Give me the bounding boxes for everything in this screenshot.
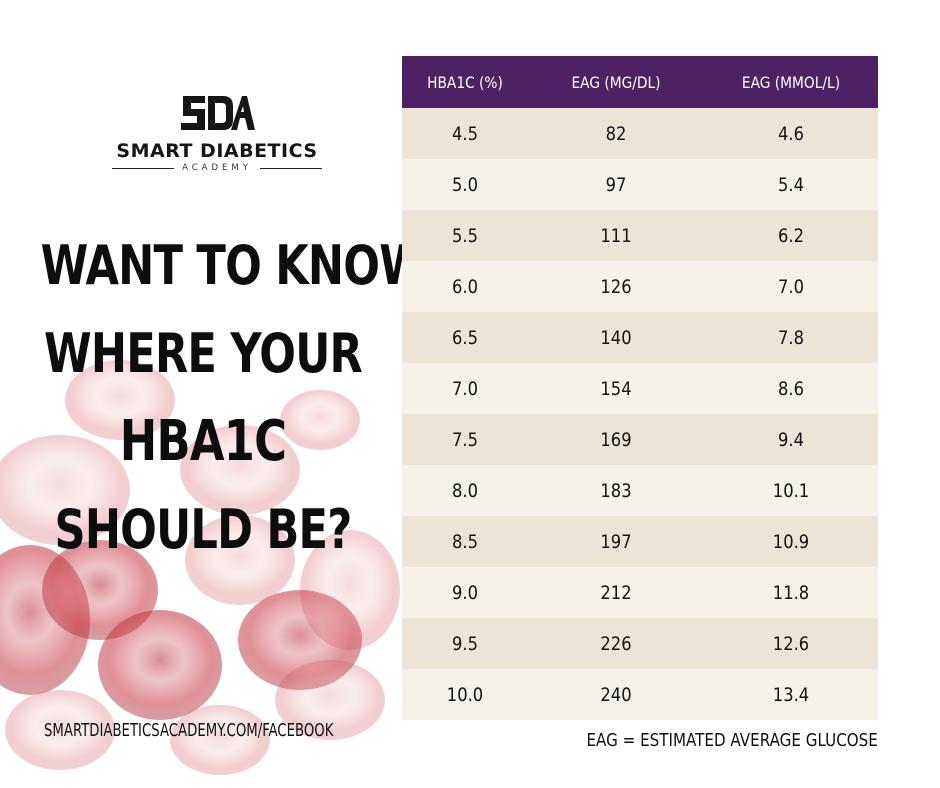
blood-cell-image bbox=[170, 705, 270, 775]
cell-eag-mmol: 10.9 bbox=[772, 530, 810, 553]
table-row: 8.0 183 10.1 bbox=[402, 465, 878, 516]
cell-hba1c: 6.0 bbox=[452, 275, 478, 298]
cell-eag-mmol: 6.2 bbox=[778, 224, 804, 247]
cell-eag-mmol: 12.6 bbox=[772, 632, 810, 655]
cell-eag-mgdl: 126 bbox=[600, 275, 632, 298]
blood-cell-image bbox=[280, 390, 360, 450]
brand-logo: SMART DIABETICS ACADEMY bbox=[112, 92, 323, 173]
cell-eag-mgdl: 240 bbox=[600, 683, 632, 706]
cell-hba1c: 8.5 bbox=[452, 530, 478, 553]
cell-hba1c: 5.0 bbox=[452, 173, 478, 196]
cell-hba1c: 6.5 bbox=[452, 326, 478, 349]
table-row: 9.5 226 12.6 bbox=[402, 618, 878, 669]
cell-eag-mgdl: 197 bbox=[600, 530, 632, 553]
blood-cell-image bbox=[98, 610, 222, 720]
cell-hba1c: 10.0 bbox=[446, 683, 484, 706]
blood-cell-image bbox=[42, 540, 158, 640]
table-row: 6.5 140 7.8 bbox=[402, 312, 878, 363]
headline-line-1: WANT TO KNOW bbox=[40, 234, 427, 297]
cell-hba1c: 9.0 bbox=[452, 581, 478, 604]
cell-eag-mgdl: 183 bbox=[600, 479, 632, 502]
cell-eag-mmol: 4.6 bbox=[778, 122, 804, 145]
cell-hba1c: 9.5 bbox=[452, 632, 478, 655]
cell-eag-mmol: 10.1 bbox=[772, 479, 810, 502]
cell-hba1c: 8.0 bbox=[452, 479, 478, 502]
table-header: HBA1C (%) EAG (MG/DL) EAG (MMOL/L) bbox=[402, 56, 878, 108]
brand-subtitle: ACADEMY bbox=[182, 163, 252, 173]
cell-eag-mmol: 5.4 bbox=[778, 173, 804, 196]
column-header-eag-mmol: EAG (MMOL/L) bbox=[741, 72, 841, 92]
table-row: 8.5 197 10.9 bbox=[402, 516, 878, 567]
cell-hba1c: 7.0 bbox=[452, 377, 478, 400]
headline-line-4: SHOULD BE? bbox=[54, 498, 352, 561]
blood-cell-image bbox=[0, 435, 130, 545]
table-row: 5.0 97 5.4 bbox=[402, 159, 878, 210]
cell-eag-mgdl: 226 bbox=[600, 632, 632, 655]
cell-eag-mgdl: 169 bbox=[600, 428, 632, 451]
divider bbox=[112, 167, 175, 169]
cell-eag-mmol: 11.8 bbox=[772, 581, 810, 604]
table-row: 7.0 154 8.6 bbox=[402, 363, 878, 414]
blood-cell-group bbox=[0, 360, 400, 775]
blood-cell-image bbox=[180, 425, 300, 515]
table-row: 10.0 240 13.4 bbox=[402, 669, 878, 720]
table-row: 6.0 126 7.0 bbox=[402, 261, 878, 312]
blood-cell-image bbox=[300, 530, 400, 650]
cell-eag-mgdl: 140 bbox=[600, 326, 632, 349]
cell-hba1c: 4.5 bbox=[452, 122, 478, 145]
cell-hba1c: 7.5 bbox=[452, 428, 478, 451]
headline-line-3: HBA1C bbox=[119, 409, 287, 474]
cell-eag-mmol: 9.4 bbox=[778, 428, 804, 451]
cell-eag-mgdl: 111 bbox=[600, 224, 632, 247]
footnote: EAG = ESTIMATED AVERAGE GLUCOSE bbox=[586, 730, 878, 751]
cell-eag-mmol: 8.6 bbox=[778, 377, 804, 400]
brand-subtitle-row: ACADEMY bbox=[112, 163, 323, 173]
cell-eag-mgdl: 82 bbox=[605, 122, 627, 145]
column-header-hba1c: HBA1C (%) bbox=[427, 72, 503, 92]
hba1c-conversion-table: HBA1C (%) EAG (MG/DL) EAG (MMOL/L) 4.5 82… bbox=[402, 56, 878, 720]
blood-cell-image bbox=[5, 690, 115, 770]
cell-eag-mgdl: 97 bbox=[605, 173, 627, 196]
table-row: 5.5 111 6.2 bbox=[402, 210, 878, 261]
website-url: SMARTDIABETICSACADEMY.COM/FACEBOOK bbox=[44, 720, 334, 741]
cell-eag-mmol: 7.0 bbox=[778, 275, 804, 298]
blood-cell-image bbox=[275, 660, 385, 740]
brand-name: SMART DIABETICS bbox=[116, 140, 318, 162]
cell-hba1c: 5.5 bbox=[452, 224, 478, 247]
blood-cell-image bbox=[185, 515, 295, 605]
cell-eag-mmol: 7.8 bbox=[778, 326, 804, 349]
headline-line-2: WHERE YOUR bbox=[44, 322, 363, 385]
blood-cell-image bbox=[65, 360, 175, 440]
sda-logo-icon bbox=[181, 96, 255, 130]
table-body: 4.5 82 4.6 5.0 97 5.4 5.5 111 6.2 6.0 126 7.0 6.5 140… bbox=[402, 108, 878, 720]
divider bbox=[259, 167, 323, 169]
column-header-eag-mgdl: EAG (MG/DL) bbox=[571, 72, 661, 92]
table-row: 9.0 212 11.8 bbox=[402, 567, 878, 618]
headline: WANT TO KNOW WHERE YOUR HBA1C SHOULD BE? bbox=[0, 222, 427, 574]
cell-eag-mmol: 13.4 bbox=[772, 683, 810, 706]
table-row: 7.5 169 9.4 bbox=[402, 414, 878, 465]
cell-eag-mgdl: 212 bbox=[600, 581, 632, 604]
cell-eag-mgdl: 154 bbox=[600, 377, 632, 400]
table-row: 4.5 82 4.6 bbox=[402, 108, 878, 159]
